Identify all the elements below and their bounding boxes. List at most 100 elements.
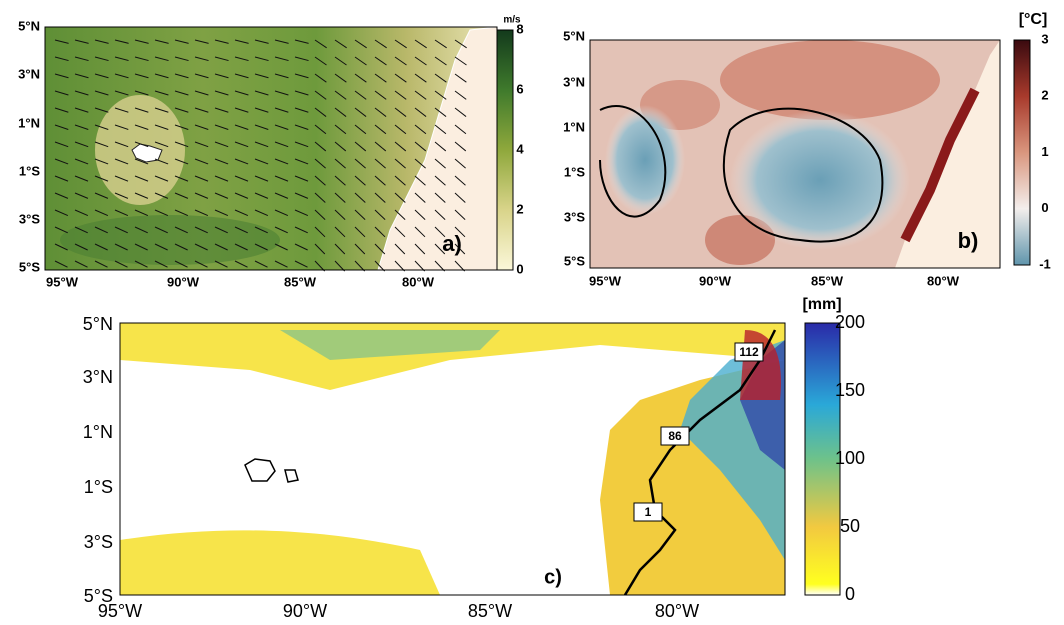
coastline [623, 329, 777, 596]
colorbar-unit: [mm] [802, 296, 841, 313]
wind-arrow [454, 209, 466, 221]
wind-arrow [94, 158, 109, 165]
warm-area [720, 40, 940, 120]
wind-arrow [394, 260, 406, 272]
wind-arrow [354, 107, 367, 117]
wind-arrow [414, 192, 426, 203]
colorbar-tick-label: 4 [516, 141, 524, 156]
wind-arrow [454, 73, 467, 83]
lat-tick-label: 5°S [84, 586, 113, 606]
wind-arrow [154, 243, 168, 251]
lat-tick-label: 1°S [19, 163, 40, 178]
wind-arrow [354, 192, 366, 203]
wind-arrow [354, 243, 366, 255]
wind-arrow [194, 192, 209, 199]
wind-arrow [394, 226, 406, 238]
wind-arrow [274, 107, 289, 113]
wind-arrow [374, 175, 386, 186]
lon-tick-label: 80°W [402, 274, 435, 289]
wind-arrow [274, 158, 289, 165]
lat-tick-label: 5°S [19, 259, 40, 274]
wind-arrow [234, 107, 249, 113]
wind-arrow [94, 260, 108, 268]
wind-arrow [94, 141, 109, 148]
wind-arrow [214, 243, 228, 251]
wind-arrow [394, 39, 407, 49]
wind-arrow [54, 141, 69, 148]
wind-arrow [414, 124, 427, 135]
wind-arrow [74, 141, 89, 148]
map-frame [589, 39, 1001, 269]
wind-arrow [154, 226, 168, 234]
wind-arrow [114, 192, 129, 199]
colorbar-tick-label: 2 [1041, 88, 1048, 103]
wind-arrow [54, 260, 68, 268]
wind-arrow [234, 124, 249, 130]
wind-arrow [274, 56, 289, 62]
wind-arrow [354, 124, 367, 135]
wind-arrow [394, 90, 407, 100]
wind-arrow [294, 243, 308, 251]
colorbar-tick-label: 50 [840, 516, 860, 536]
wind-arrow [134, 107, 149, 113]
wind-arrow [234, 56, 249, 62]
wind-arrow [134, 209, 149, 217]
wind-arrow [434, 107, 447, 117]
wind-arrow [214, 124, 229, 130]
lon-tick-label: 80°W [927, 273, 960, 288]
wind-arrow [294, 175, 309, 182]
station-label: 1 [645, 505, 652, 519]
lat-tick-label: 1°S [564, 164, 585, 179]
colorbar [496, 29, 514, 271]
wind-arrow [74, 175, 89, 182]
wind-arrow [254, 141, 269, 148]
wind-arrow [434, 141, 447, 152]
wind-arrow [114, 141, 129, 148]
wind-arrow [234, 141, 249, 148]
wind-arrow [254, 209, 269, 217]
wind-arrow [354, 209, 366, 221]
wind-arrow [74, 158, 89, 165]
wind-arrow [114, 243, 128, 251]
wind-arrow [354, 56, 367, 66]
wind-arrow [94, 56, 109, 62]
wind-arrow [74, 192, 89, 199]
lon-tick-label: 80°W [655, 601, 699, 621]
map-frame [119, 322, 786, 596]
wind-arrow [154, 90, 169, 96]
wind-arrow [214, 73, 229, 79]
wind-arrow [294, 226, 308, 234]
wind-arrow [154, 209, 169, 217]
wind-arrow [174, 226, 188, 234]
wind-arrow [194, 39, 209, 44]
lon-tick-label: 85°W [811, 273, 844, 288]
wind-arrow [54, 175, 69, 182]
wind-arrow [174, 90, 189, 96]
wind-arrow [274, 73, 289, 79]
wind-arrow [154, 73, 169, 79]
wind-arrow [334, 243, 346, 255]
wind-arrow [394, 56, 407, 66]
wind-arrow [414, 141, 427, 152]
wind-arrow [354, 226, 366, 238]
wind-arrow [194, 175, 209, 182]
wind-arrow [74, 124, 89, 130]
wind-arrow [314, 107, 327, 117]
wind-arrow [374, 39, 387, 49]
wind-arrow [454, 56, 467, 66]
wind-arrow [354, 90, 367, 100]
wind-arrow [394, 124, 407, 135]
wind-arrow [394, 209, 406, 221]
wind-arrow [274, 90, 289, 96]
colorbar-unit: m/s [503, 15, 521, 26]
wind-arrow [194, 141, 209, 148]
wind-arrow [434, 124, 447, 135]
lon-tick-label: 95°W [589, 273, 622, 288]
wind-arrow [414, 226, 426, 238]
lon-tick-label: 95°W [46, 274, 79, 289]
lat-tick-label: 5°N [563, 28, 585, 43]
wind-arrow [54, 90, 69, 96]
wind-arrow [74, 56, 89, 62]
wind-arrow [334, 192, 346, 203]
wind-arrow [254, 226, 268, 234]
